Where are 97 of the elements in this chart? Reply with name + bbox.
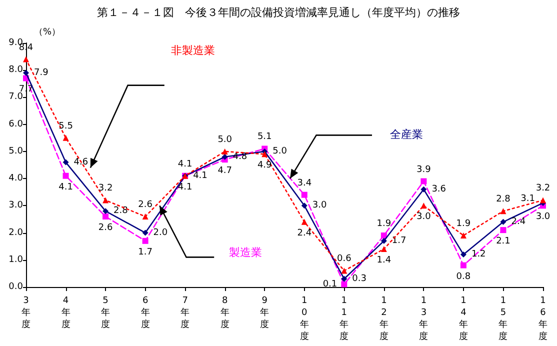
y-axis-title: （%） [34,28,61,38]
data-label: 0.6 [336,254,352,264]
chart-title: 第１－４－１図 今後３年間の設備投資増減率見通し（年度平均）の推移 [97,6,460,19]
point [301,192,308,198]
point [420,186,427,192]
point [380,232,387,238]
x-tick-label: 6年度 [140,296,150,330]
x-tick-label: 11年度 [340,296,349,342]
data-label: 1.4 [376,256,392,266]
data-label: 0.1 [322,279,338,290]
point [142,238,148,244]
data-label: 5.1 [257,132,272,142]
point [142,230,148,236]
x-tick-label: 13年度 [419,296,428,342]
point [62,159,69,166]
data-label: 3.0 [312,200,327,211]
point [222,148,228,154]
x-tick-label: 4年度 [61,296,70,330]
y-tick-label: 5.0 [8,146,24,156]
y-tick-label: 0.0 [8,282,24,292]
point [460,262,466,268]
x-tick-label: 7年度 [180,296,190,330]
point [62,134,69,141]
data-label: 1.9 [376,218,392,229]
point [341,268,348,274]
data-label: 3.0 [536,212,550,222]
point [500,208,506,214]
point [380,246,387,252]
data-label: 4.1 [178,159,192,170]
text: 全産業 [390,127,423,142]
x-tick-label: 16年度 [538,296,548,342]
point [460,232,466,238]
text: 製造業 [228,244,262,260]
point [62,172,69,179]
data-label: 2.8 [114,206,128,216]
data-label: 4.7 [218,166,232,176]
data-label: 0.3 [352,274,366,284]
data-label: 3.2 [536,184,550,194]
data-label: 1.7 [138,247,152,258]
y-tick-label: 3.0 [8,200,24,211]
data-label: 5.5 [58,121,73,132]
point [341,276,348,282]
data-label: 2.6 [98,223,113,234]
data-label: 0.8 [456,272,471,282]
y-tick-label: 7.0 [8,92,24,102]
data-label: 4.1 [193,170,208,181]
data-label: 5.0 [272,146,288,156]
y-tick-label: 8.0 [8,65,24,76]
point [341,281,348,288]
point [460,251,466,258]
data-label: 3.6 [432,184,446,194]
y-tick-label: 1.0 [8,254,24,265]
point [102,197,109,204]
data-label: 1.9 [456,218,471,229]
x-tick-label: 10年度 [300,296,309,342]
data-label: 3.1 [520,194,535,204]
point [500,218,506,225]
data-label: 4.9 [257,160,272,171]
point [102,214,109,220]
point [301,218,308,225]
point [301,202,308,209]
data-label: 2.4 [511,216,526,227]
x-tick-label: 8年度 [220,296,230,330]
point [380,238,387,244]
data-label: 7.9 [34,68,49,78]
y-tick-label: 2.0 [8,228,24,238]
data-label: 2.8 [496,194,511,205]
data-label: 3.0 [416,212,432,222]
x-tick-label: 9年度 [260,296,270,330]
x-tick-label: 5年度 [101,296,110,330]
data-label: 2.4 [297,228,312,238]
point [540,197,546,204]
point [142,214,148,220]
point [420,202,427,209]
data-label: 4.6 [74,157,88,168]
point [420,178,427,184]
y-tick-label: 6.0 [8,119,24,130]
data-label: 4.1 [58,182,73,192]
point [102,208,109,214]
data-label: 3.4 [297,178,312,188]
data-label: 3.9 [416,164,432,175]
data-label: 2.0 [153,228,168,238]
point [262,151,268,158]
x-tick-label: 3年度 [22,296,30,330]
y-tick-label: 4.0 [8,174,24,184]
point [23,70,29,76]
data-label: 4.1 [178,182,192,192]
x-tick-label: 14年度 [458,296,468,342]
point [500,227,506,234]
data-label: 2.6 [138,200,153,210]
data-label: 5.0 [218,134,232,145]
data-label: 3.2 [98,184,113,194]
text: 非製造業 [171,43,216,58]
point [23,56,29,62]
x-tick-label: 12年度 [379,296,388,342]
x-tick-label: 15年度 [498,296,508,342]
data-label: 2.1 [496,236,510,247]
